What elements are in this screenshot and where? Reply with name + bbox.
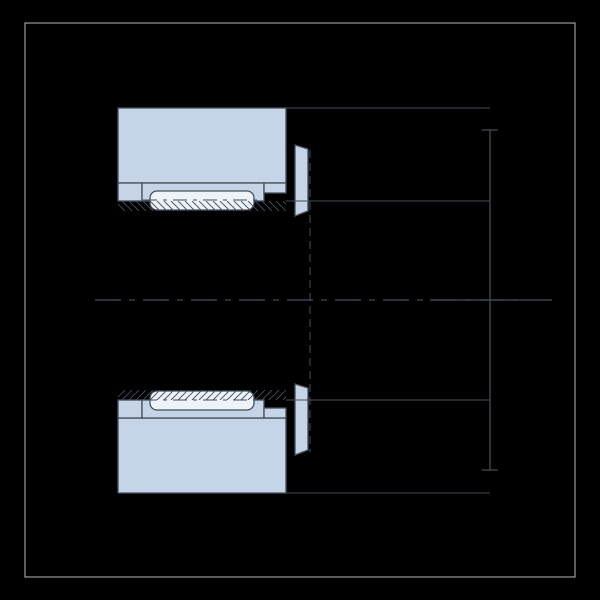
top-section-thrust-washer [295, 145, 308, 216]
top-section-outer-race [118, 108, 286, 183]
bottom-section-outer-race [118, 418, 286, 493]
top-section-lip [264, 183, 286, 193]
bottom-section-thrust-washer [295, 384, 308, 455]
top-section-flange-step [118, 183, 142, 201]
bottom-section-flange-step [118, 400, 142, 418]
bottom-section-lip [264, 408, 286, 418]
